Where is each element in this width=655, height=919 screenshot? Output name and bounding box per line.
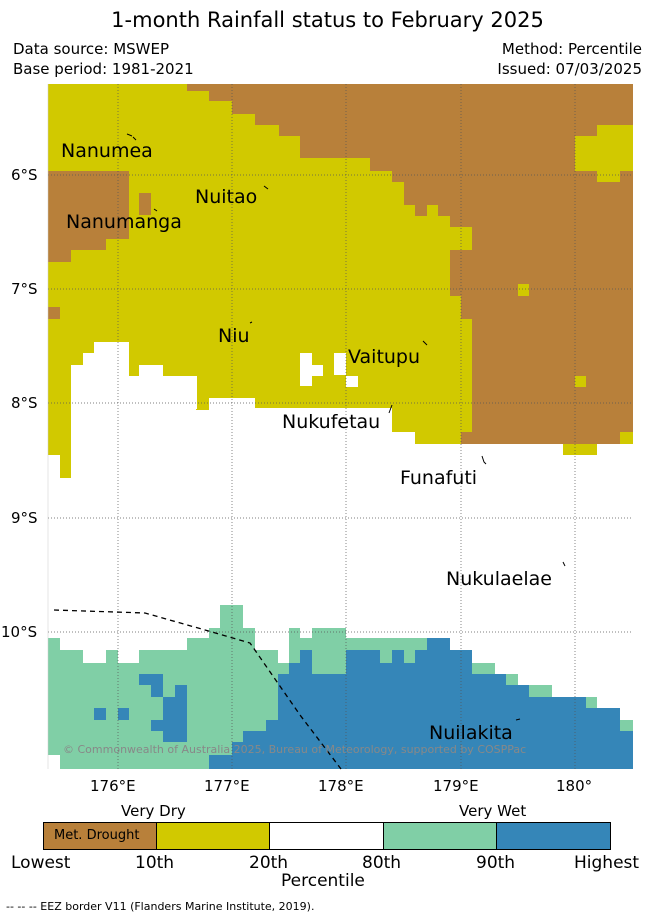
drought-region-west (48, 171, 129, 262)
place-label-nukufetau: Nukufetau (282, 411, 381, 433)
lon-label-178e: 178°E (318, 777, 364, 795)
nuilakita-island-mark (515, 718, 521, 721)
place-label-nukulaelae: Nukulaelae (446, 568, 552, 590)
lat-label-8s: 8°S (11, 394, 38, 412)
island-marks (126, 133, 566, 721)
place-label-vaitupu: Vaitupu (348, 346, 421, 368)
nanumea-island-mark (126, 133, 137, 141)
tick-10th: 10th (135, 853, 175, 873)
dry-patch (575, 376, 586, 387)
very-wet-patch-west (151, 685, 187, 742)
very-wet-patch (94, 708, 106, 720)
nanumanga-island-mark (153, 208, 158, 212)
dry-patch-east (575, 125, 633, 182)
lat-label-10s: 10°S (1, 623, 38, 641)
nukufetau-island-mark (388, 404, 393, 414)
place-label-nuitao: Nuitao (195, 186, 258, 208)
drought-patch (48, 307, 60, 319)
colorbar-drought: Met. Drought (43, 822, 157, 850)
graticule (48, 84, 633, 769)
tick-highest: Highest (574, 853, 640, 873)
place-label-nanumanga: Nanumanga (66, 211, 182, 233)
lon-label-177e: 177°E (204, 777, 250, 795)
method-text: Method: Percentile (501, 40, 642, 58)
funafuti-island-mark (481, 455, 487, 465)
very-wet-label: Very Wet (459, 802, 527, 820)
very-wet-region (209, 638, 633, 769)
place-label-nuilakita: Nuilakita (429, 722, 513, 744)
data-source-text: Data source: MSWEP (13, 40, 170, 58)
rainfall-grid (48, 84, 633, 769)
lat-label-7s: 7°S (11, 280, 38, 298)
normal-patch (334, 353, 346, 375)
lat-label-6s: 6°S (11, 166, 38, 184)
very-wet-patch (139, 674, 163, 697)
colorbar-title: Percentile (281, 871, 365, 891)
normal-patch (312, 365, 323, 376)
tick-80th: 80th (362, 853, 402, 873)
tick-90th: 90th (476, 853, 516, 873)
lon-label-180: 180° (556, 777, 593, 795)
normal-patch (175, 376, 197, 409)
lat-label-9s: 9°S (11, 509, 38, 527)
lon-label-179e: 179°E (433, 777, 479, 795)
colorbar-wet (383, 822, 497, 850)
issued-text: Issued: 07/03/2025 (497, 60, 642, 78)
colorbar-dry (156, 822, 270, 850)
map-title: 1-month Rainfall status to February 2025 (111, 8, 544, 32)
very-dry-label: Very Dry (121, 802, 186, 820)
nuitao-island-mark (263, 185, 269, 190)
drought-region (106, 84, 633, 444)
niu-island-mark (249, 321, 253, 324)
eez-border (53, 609, 342, 770)
lon-label-176e: 176°E (90, 777, 136, 795)
drought-patch (139, 193, 151, 215)
place-label-funafuti: Funafuti (400, 467, 478, 489)
normal-patch (300, 353, 312, 386)
tick-20th: 20th (249, 853, 289, 873)
normal-patch (346, 376, 358, 387)
place-label-nanumea: Nanumea (61, 140, 153, 162)
very-wet-patch (118, 708, 129, 720)
copyright-notice: © Commonwealth of Australia 2025, Bureau… (63, 743, 527, 756)
vaitupu-island-mark (422, 340, 428, 346)
dry-patch (518, 284, 529, 296)
colorbar-very-wet (496, 822, 611, 850)
tick-lowest: Lowest (11, 853, 71, 873)
base-period-text: Base period: 1981-2021 (13, 60, 194, 78)
colorbar-normal (269, 822, 384, 850)
place-label-niu: Niu (218, 325, 250, 347)
nukulaelae-island-mark (562, 561, 566, 567)
eez-footnote: -- -- -- EEZ border V11 (Flanders Marine… (6, 900, 315, 913)
colorbar-drought-label: Met. Drought (54, 828, 140, 843)
